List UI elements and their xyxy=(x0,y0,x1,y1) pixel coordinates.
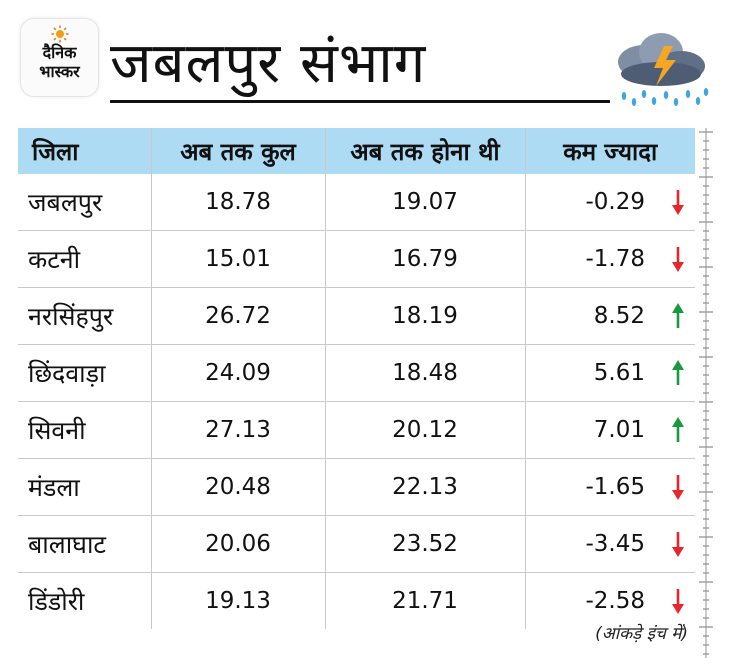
difference-cell: 5.61 xyxy=(524,344,695,402)
brand-line-2: भास्कर xyxy=(39,62,80,81)
total-cell: 24.09 xyxy=(150,344,325,402)
expected-cell: 22.13 xyxy=(324,458,525,516)
total-cell: 19.13 xyxy=(150,572,325,629)
table-row: कटनी 15.01 16.79 -1.78 xyxy=(18,230,695,288)
district-cell: जबलपुर xyxy=(28,188,103,217)
brand-line-1: दैनिक xyxy=(42,43,77,62)
table-header-row: जिला अब तक कुल अब तक होना थी कम ज्यादा xyxy=(18,128,695,174)
expected-cell: 18.19 xyxy=(324,287,525,345)
table-row: जबलपुर 18.78 19.07 -0.29 xyxy=(18,174,695,231)
total-cell: 18.78 xyxy=(150,174,325,231)
difference-cell: 7.01 xyxy=(524,401,695,459)
difference-value: 7.01 xyxy=(593,416,645,443)
expected-cell: 18.48 xyxy=(324,344,525,402)
arrow-down-icon xyxy=(672,190,684,215)
difference-value: 8.52 xyxy=(593,302,645,329)
difference-cell: -1.65 xyxy=(524,458,695,516)
arrow-down-icon xyxy=(672,475,684,500)
units-note: (आंकड़े इंच में) xyxy=(595,624,688,644)
arrow-down-icon xyxy=(672,532,684,557)
district-cell: कटनी xyxy=(18,230,151,288)
arrow-up-icon xyxy=(672,303,684,328)
table-row: सिवनी 27.13 20.12 7.01 xyxy=(18,401,695,459)
difference-cell: -3.45 xyxy=(524,515,695,573)
district-cell: मंडला xyxy=(18,458,151,516)
district-cell: डिंडोरी xyxy=(18,572,151,629)
difference-value: -3.45 xyxy=(585,530,645,557)
rainfall-table: जिला अब तक कुल अब तक होना थी कम ज्यादा ज… xyxy=(18,128,695,629)
expected-cell: 19.07 xyxy=(324,174,525,231)
brand-logo: दैनिक भास्कर xyxy=(20,18,99,97)
district-cell: बालाघाट xyxy=(18,515,151,573)
header-district: जिला xyxy=(18,128,151,174)
expected-cell: 21.71 xyxy=(324,572,525,629)
brand-logo-text: दैनिक भास्कर xyxy=(21,43,98,81)
arrow-up-icon xyxy=(672,417,684,442)
ruler-decoration xyxy=(699,128,713,658)
total-cell: 15.01 xyxy=(150,230,325,288)
header-total: अब तक कुल xyxy=(150,128,325,174)
difference-value: -1.78 xyxy=(585,245,645,272)
difference-value: -1.65 xyxy=(585,473,645,500)
expected-cell: 16.79 xyxy=(324,230,525,288)
total-cell: 20.48 xyxy=(150,458,325,516)
table-row: बालाघाट 20.06 23.52 -3.45 xyxy=(18,515,695,573)
difference-cell: -1.78 xyxy=(524,230,695,288)
difference-value: -2.58 xyxy=(585,587,645,614)
district-cell: सिवनी xyxy=(18,401,151,459)
page-title-block: जबलपुर संभाग xyxy=(110,28,610,106)
rain-cloud-lightning-icon xyxy=(618,33,709,106)
total-cell: 20.06 xyxy=(150,515,325,573)
header-difference: कम ज्यादा xyxy=(524,128,695,174)
arrow-down-icon xyxy=(672,247,684,272)
title-underline xyxy=(110,100,610,103)
total-cell: 27.13 xyxy=(150,401,325,459)
page-title: जबलपुर संभाग xyxy=(110,31,427,96)
total-cell: 26.72 xyxy=(150,287,325,345)
difference-cell: -2.58 xyxy=(524,572,695,629)
arrow-up-icon xyxy=(672,360,684,385)
table-row: डिंडोरी 19.13 21.71 -2.58 xyxy=(18,572,695,629)
header-expected: अब तक होना थी xyxy=(324,128,525,174)
arrow-down-icon xyxy=(672,589,684,614)
district-cell: छिंदवाड़ा xyxy=(18,344,151,402)
difference-cell: -0.29 xyxy=(524,174,695,231)
table-row: मंडला 20.48 22.13 -1.65 xyxy=(18,458,695,516)
table-row: छिंदवाड़ा 24.09 18.48 5.61 xyxy=(18,344,695,402)
difference-value: 5.61 xyxy=(593,359,645,386)
district-cell: नरसिंहपुर xyxy=(18,287,151,345)
expected-cell: 23.52 xyxy=(324,515,525,573)
table-row: नरसिंहपुर 26.72 18.19 8.52 xyxy=(18,287,695,345)
difference-cell: 8.52 xyxy=(524,287,695,345)
difference-value: -0.29 xyxy=(585,188,645,215)
sun-logo-icon xyxy=(51,25,69,43)
expected-cell: 20.12 xyxy=(324,401,525,459)
